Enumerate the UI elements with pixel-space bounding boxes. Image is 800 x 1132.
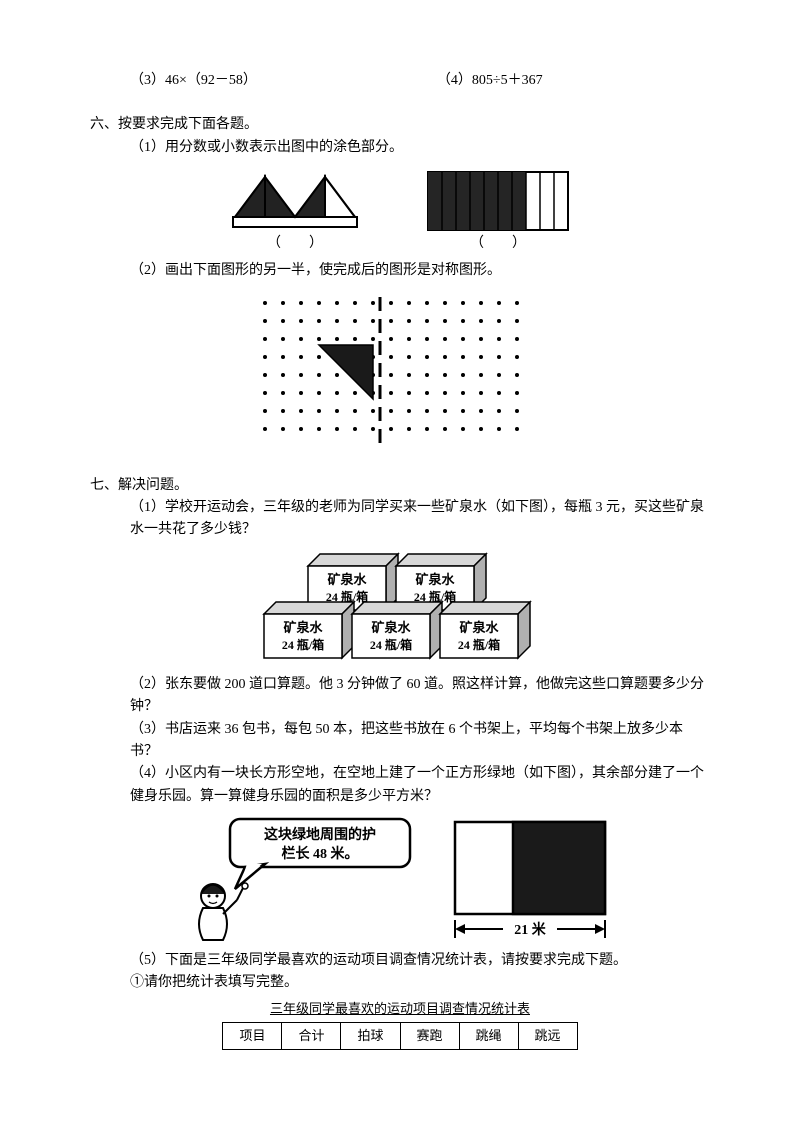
table-cell: 跳远 [518,1022,577,1050]
speech-figure: 这块绿地周围的护 栏长 48 米。 (function(){ var d=JSO… [90,814,710,944]
q7-item2: （2）张东要做 200 道口算题。他 3 分钟做了 60 道。照这样计算，他做完… [90,674,710,719]
table-cell: 跳绳 [459,1022,518,1050]
svg-text:（ ）: （ ） [470,235,526,251]
q7-heading: 七、解决问题。 [90,475,710,497]
stripe-figure: （ ） [420,167,575,252]
table-cell: 赛跑 [400,1022,459,1050]
table-title: 三年级同学最喜欢的运动项目调查情况统计表 [90,999,710,1020]
q7-item5-sub1: ①请你把统计表填写完整。 [90,972,710,994]
table-cell: 合计 [282,1022,341,1050]
svg-text:矿泉水: 矿泉水 [283,620,323,635]
stat-table: 项目 合计 拍球 赛跑 跳绳 跳远 [222,1022,577,1051]
q6-item2: （2）画出下面图形的另一半，使完成后的图形是对称图形。 [90,260,710,282]
svg-text:（ ）: （ ） [267,235,323,251]
svg-text:栏长 48 米。: 栏长 48 米。 [282,845,359,862]
svg-text:矿泉水: 矿泉水 [371,620,411,635]
svg-text:矿泉水: 矿泉水 [327,572,367,587]
q5-item3: （3）46×（92－58） [130,70,257,92]
q7-item1: （1）学校开运动会，三年级的老师为同学买来一些矿泉水（如下图），每瓶 3 元，买… [90,497,710,542]
q6-figure2: (function(){ var ns="http://www.w3.org/2… [90,291,710,451]
q7-item3: （3）书店运来 36 包书，每包 50 本，把这些书放在 6 个书架上，平均每个… [90,719,710,764]
svg-text:24 瓶/箱: 24 瓶/箱 [370,637,412,652]
svg-text:矿泉水: 矿泉水 [415,572,455,587]
q7-item5: （5）下面是三年级同学最喜欢的运动项目调查情况统计表，请按要求完成下题。 [90,950,710,972]
svg-text:矿泉水: 矿泉水 [459,620,499,635]
q6-figure1: （ ） [90,167,710,252]
svg-text:21 米: 21 米 [514,921,547,938]
q6-item1: （1）用分数或小数表示出图中的涂色部分。 [90,137,710,159]
q6-heading: 六、按要求完成下面各题。 [90,114,710,136]
q5-row: （3）46×（92－58） （4）805÷5＋367 [90,70,710,92]
svg-text:这块绿地周围的护: 这块绿地周围的护 [264,826,376,843]
q7-item4: （4）小区内有一块长方形空地，在空地上建了一个正方形绿地（如下图），其余部分建了… [90,763,710,808]
q5-item4: （4）805÷5＋367 [437,70,543,92]
table-row: 项目 合计 拍球 赛跑 跳绳 跳远 [223,1022,577,1050]
table-cell: 拍球 [341,1022,400,1050]
svg-text:24 瓶/箱: 24 瓶/箱 [282,637,324,652]
boxes-figure: 矿泉水24 瓶/箱矿泉水24 瓶/箱矿泉水24 瓶/箱矿泉水24 瓶/箱矿泉水2… [90,548,710,668]
svg-text:24 瓶/箱: 24 瓶/箱 [458,637,500,652]
triangle-figure: （ ） [225,167,380,252]
rect-plot: 21 米 (function(){ var d=JSON.parse(docum… [445,814,625,944]
table-cell: 项目 [223,1022,282,1050]
